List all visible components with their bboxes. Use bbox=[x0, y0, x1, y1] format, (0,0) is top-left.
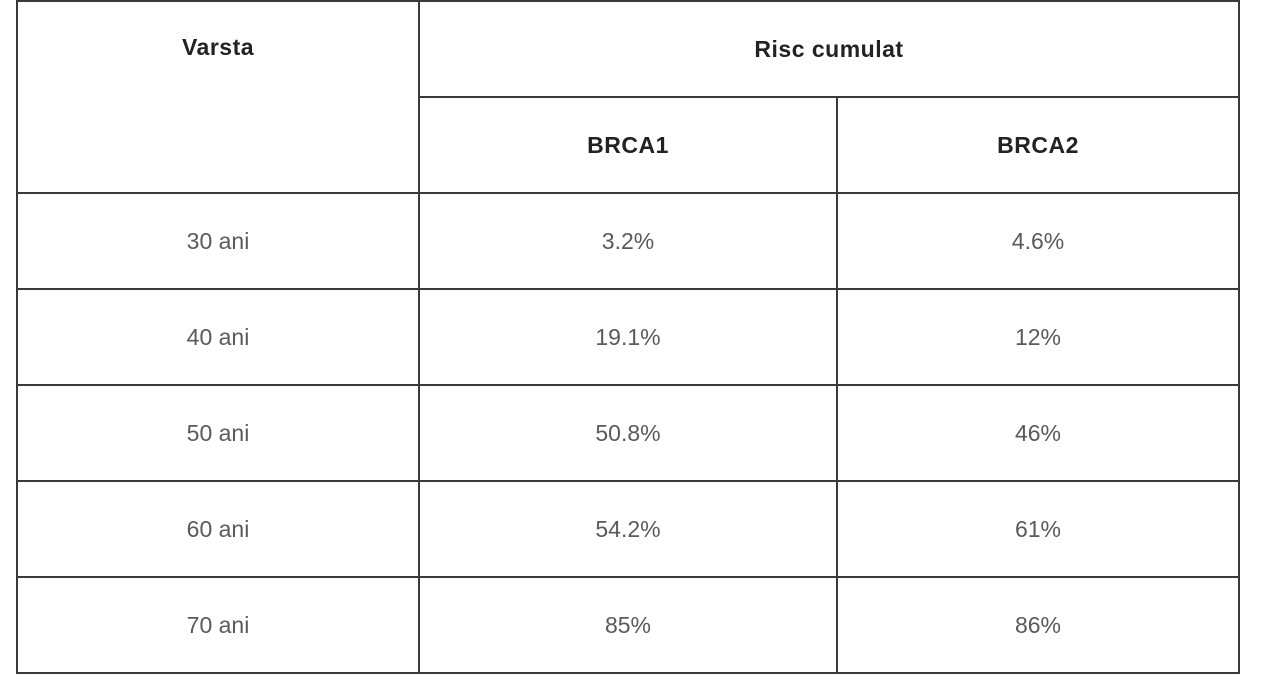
age-cell: 70 ani bbox=[16, 576, 420, 674]
age-cell: 50 ani bbox=[16, 384, 420, 482]
risk-cell: 4.6% bbox=[836, 192, 1240, 290]
table-row: 70 ani 85% 86% bbox=[16, 576, 1240, 674]
gene-header: BRCA2 bbox=[836, 96, 1240, 194]
risk-cell: 85% bbox=[418, 576, 838, 674]
age-header: Varsta bbox=[16, 0, 420, 194]
header-row: BRCA1 BRCA2 bbox=[17, 96, 1240, 194]
risk-cell: 54.2% bbox=[418, 480, 838, 578]
risk-cell: 12% bbox=[836, 288, 1240, 386]
risk-table: Varsta Risc cumulat BRCA1 BRCA2 30 ani 3.2… bbox=[16, 0, 1240, 674]
risk-header: Risc cumulat bbox=[418, 0, 1240, 98]
risk-cell: 3.2% bbox=[418, 192, 838, 290]
header-row: Varsta Risc cumulat bbox=[16, 0, 1240, 194]
risk-cell: 19.1% bbox=[418, 288, 838, 386]
table-body: 30 ani 3.2% 4.6% 40 ani 19.1% 12% 50 ani 50.8% 4… bbox=[16, 192, 1240, 674]
risk-cell: 61% bbox=[836, 480, 1240, 578]
table-row: 40 ani 19.1% 12% bbox=[16, 288, 1240, 386]
table-row: 30 ani 3.2% 4.6% bbox=[16, 192, 1240, 290]
age-cell: 60 ani bbox=[16, 480, 420, 578]
table-row: 60 ani 54.2% 61% bbox=[16, 480, 1240, 578]
risk-cell: 46% bbox=[836, 384, 1240, 482]
table-header: Varsta Risc cumulat BRCA1 BRCA2 bbox=[16, 0, 1240, 194]
gene-header: BRCA1 bbox=[418, 96, 838, 194]
risk-cell: 50.8% bbox=[418, 384, 838, 482]
age-cell: 40 ani bbox=[16, 288, 420, 386]
age-cell: 30 ani bbox=[16, 192, 420, 290]
table-row: 50 ani 50.8% 46% bbox=[16, 384, 1240, 482]
risk-cell: 86% bbox=[836, 576, 1240, 674]
